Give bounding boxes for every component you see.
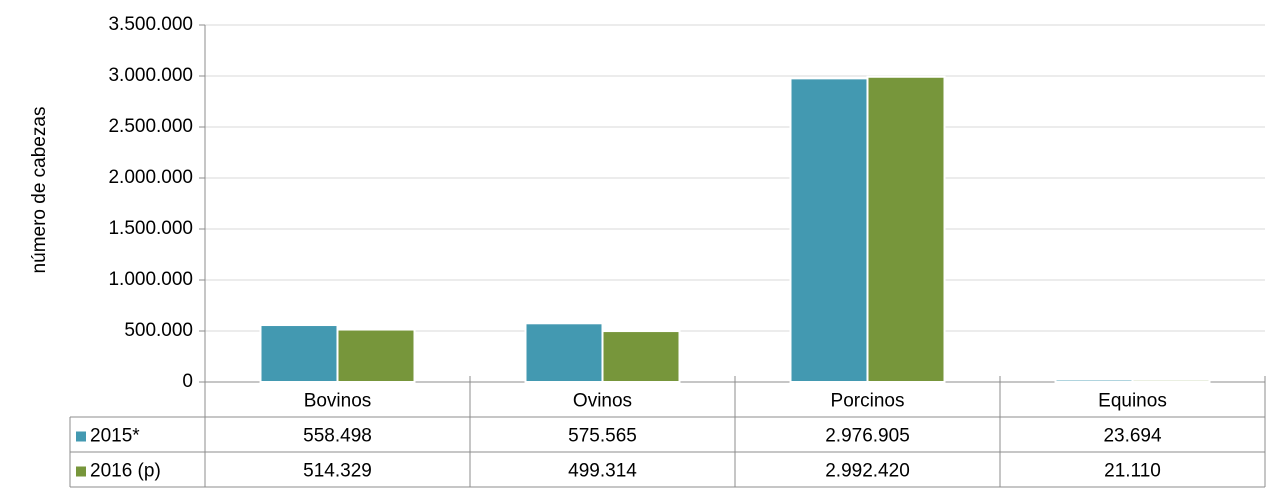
data-label: 514.329 xyxy=(303,461,372,482)
y-tick-label: 500.000 xyxy=(124,320,193,341)
x-tick-label: Equinos xyxy=(1098,391,1167,412)
legend-label: 2016 (p) xyxy=(90,461,161,482)
legend-swatch xyxy=(76,431,86,442)
bar xyxy=(524,322,604,383)
bar xyxy=(866,75,946,383)
y-tick-label: 1.500.000 xyxy=(108,218,193,239)
bar xyxy=(601,330,681,384)
bar xyxy=(1054,378,1134,384)
data-label: 575.565 xyxy=(568,426,637,447)
data-label: 2.992.420 xyxy=(825,461,910,482)
y-tick-label: 2.000.000 xyxy=(108,167,193,188)
data-label: 2.976.905 xyxy=(825,426,910,447)
legend-label: 2015* xyxy=(90,426,140,447)
bar xyxy=(789,77,869,384)
x-tick-label: Ovinos xyxy=(573,391,632,412)
bar xyxy=(1131,378,1211,383)
y-tick-label: 3.500.000 xyxy=(108,14,193,35)
y-axis-title: número de cabezas xyxy=(29,107,50,274)
y-tick-label: 0 xyxy=(182,371,193,392)
y-tick-label: 1.000.000 xyxy=(108,269,193,290)
data-label: 499.314 xyxy=(568,461,637,482)
x-tick-label: Porcinos xyxy=(831,391,905,412)
data-label: 558.498 xyxy=(303,426,372,447)
y-tick-label: 3.000.000 xyxy=(108,65,193,86)
legend-swatch xyxy=(76,466,86,477)
data-label: 21.110 xyxy=(1104,461,1161,482)
y-tick-label: 2.500.000 xyxy=(108,116,193,137)
x-tick-label: Bovinos xyxy=(304,391,372,412)
data-label: 23.694 xyxy=(1103,426,1162,447)
bar xyxy=(259,324,339,383)
bar xyxy=(336,328,416,384)
